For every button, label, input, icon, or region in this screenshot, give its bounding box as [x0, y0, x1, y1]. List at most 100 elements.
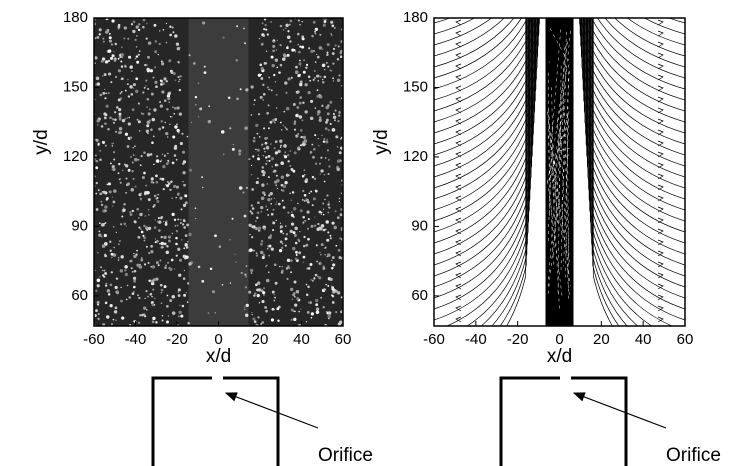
particle [260, 67, 264, 71]
particle [291, 298, 293, 300]
x-tick-label: 60 [335, 331, 352, 348]
particle [302, 215, 306, 219]
particle [270, 21, 272, 23]
particle [143, 86, 146, 89]
particle [144, 297, 146, 299]
particle [125, 225, 127, 227]
streamline [480, 18, 528, 326]
particle [272, 208, 275, 211]
particle [118, 117, 122, 121]
particle [264, 150, 266, 153]
streamline-arrow [658, 361, 663, 366]
particle [104, 222, 107, 224]
particle [245, 88, 249, 92]
particle [142, 25, 145, 29]
particle [297, 133, 299, 135]
particle [303, 139, 308, 143]
particle [133, 254, 137, 259]
particle [153, 163, 155, 166]
particle [294, 310, 296, 313]
particle [161, 90, 165, 94]
core-streak [553, 30, 571, 186]
particle [145, 85, 147, 87]
particle [127, 78, 129, 81]
particle [289, 229, 293, 234]
particle [296, 296, 300, 301]
particle [104, 284, 108, 287]
particle [321, 63, 326, 68]
particle [166, 245, 169, 248]
particle [189, 168, 193, 172]
particle [182, 203, 187, 208]
particle [172, 72, 176, 75]
particle [268, 159, 271, 162]
particle [260, 210, 262, 213]
particle [271, 63, 275, 68]
core-streak [549, 112, 569, 180]
particle [222, 153, 225, 156]
particle [113, 226, 115, 228]
particle [302, 143, 306, 147]
particle [331, 301, 335, 304]
streamline-arrow [657, 129, 664, 136]
particle [266, 208, 269, 211]
particle [323, 288, 326, 291]
particle [245, 265, 248, 267]
particle [151, 117, 156, 122]
particle [263, 27, 266, 31]
particle [286, 277, 289, 280]
particle [236, 25, 239, 28]
particle [339, 146, 343, 150]
particle [156, 155, 159, 158]
particle [117, 28, 120, 30]
particle [266, 182, 269, 185]
particle [250, 85, 254, 89]
particle [255, 283, 258, 287]
particle [98, 233, 102, 237]
particle [256, 211, 260, 215]
particle [130, 23, 134, 26]
particle [167, 315, 170, 317]
particle [312, 155, 315, 159]
core-streak [553, 126, 562, 257]
particle [101, 140, 106, 144]
particle [289, 287, 294, 292]
particle [310, 312, 314, 316]
particle [123, 203, 126, 206]
particle [257, 157, 260, 161]
particle [325, 283, 327, 286]
particle [304, 83, 308, 87]
particle [332, 115, 337, 119]
particle [281, 242, 284, 245]
particle [163, 235, 167, 239]
particle [289, 19, 293, 23]
particle [154, 80, 158, 84]
particle [275, 49, 277, 51]
particle [175, 236, 178, 240]
particle [152, 288, 155, 291]
particle [145, 290, 148, 293]
streamline [626, 18, 685, 46]
particle [305, 198, 309, 202]
particle [137, 321, 141, 325]
particle [166, 108, 169, 111]
particle [143, 224, 146, 228]
particle [175, 158, 178, 161]
particle [96, 278, 101, 283]
streamline-arrow [657, 250, 664, 257]
particle [275, 184, 278, 187]
core-streak [551, 87, 554, 201]
particle [267, 176, 270, 179]
particle [133, 253, 135, 255]
particle [332, 62, 335, 65]
particle [272, 49, 275, 53]
particle [133, 220, 137, 224]
particle [163, 99, 167, 102]
particle [290, 168, 294, 171]
particle [305, 283, 308, 286]
particle [118, 126, 123, 131]
particle [108, 72, 112, 76]
particle [184, 201, 188, 205]
particle [168, 59, 172, 63]
particle [297, 19, 301, 22]
